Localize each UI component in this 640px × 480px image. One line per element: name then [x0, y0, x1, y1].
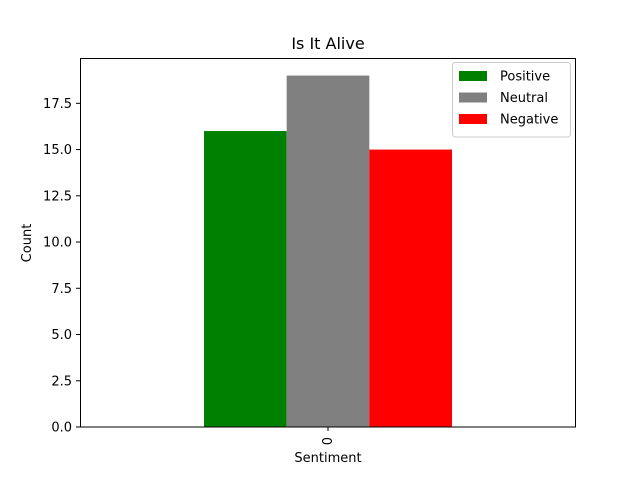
- y-tick-label: 0.0: [51, 421, 72, 436]
- y-tick-label: 15.0: [43, 143, 72, 158]
- legend-label-positive: Positive: [500, 70, 550, 85]
- y-tick-label: 10.0: [43, 236, 72, 251]
- legend-label-negative: Negative: [500, 113, 558, 128]
- legend: Positive Neutral Negative: [452, 62, 571, 138]
- bar-negative-0: [369, 149, 452, 427]
- plot-area: [204, 75, 452, 428]
- y-tick-label: 12.5: [43, 189, 72, 204]
- chart-title: Is It Alive: [291, 34, 364, 53]
- y-tick-label: 5.0: [51, 328, 72, 343]
- y-tick-label: 17.5: [43, 97, 72, 112]
- bar-neutral-0: [286, 75, 370, 428]
- x-axis-label: Sentiment: [294, 451, 361, 466]
- legend-swatch-neutral: [459, 92, 487, 103]
- y-tick-label: 7.5: [51, 282, 72, 297]
- legend-swatch-positive: [459, 71, 487, 81]
- legend-label-neutral: Neutral: [500, 91, 548, 106]
- legend-swatch-negative: [459, 114, 487, 124]
- y-axis-label: Count: [20, 224, 35, 263]
- plot-frame: [80, 58, 576, 428]
- bar-positive-0: [204, 131, 287, 427]
- y-tick-label: 2.5: [51, 374, 72, 389]
- x-tick-label: 0: [321, 437, 336, 445]
- axes: 0 0.0 2.5 5.0 7.5 10.0 12.5 15.0 17.5: [43, 58, 576, 445]
